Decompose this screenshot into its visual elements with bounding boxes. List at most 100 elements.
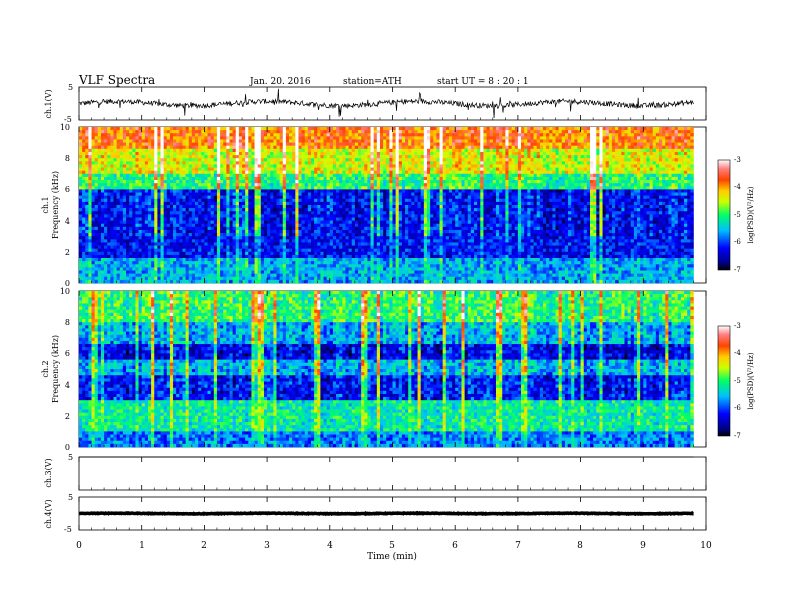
ch1-spectrogram-cell (599, 201, 603, 206)
ch1-spectrogram-cell (677, 158, 682, 162)
ch1-spectrogram-cell (690, 180, 694, 184)
ch1-spectrogram-cell (392, 151, 396, 156)
ch1-spectrogram-cell (107, 136, 111, 140)
ch1-spectrogram-cell (210, 136, 215, 140)
ch1-spectrogram-cell (141, 136, 146, 140)
ch1-spectrogram-cell (213, 198, 218, 203)
ch1-spectrogram-cell (188, 148, 193, 153)
ch1-spectrogram-cell (684, 136, 688, 140)
ch1-spectrogram-cell (320, 198, 324, 203)
ch1-spectrogram-cell (132, 158, 136, 162)
ch1-spectrogram-cell (433, 130, 437, 134)
ch1-spectrogram-cell (113, 198, 117, 203)
ch1-spectrogram-cell (514, 130, 519, 134)
ch1-spectrogram-cell (445, 167, 450, 171)
ch1-spectrogram-cell (630, 167, 635, 171)
ch1-spectrogram-cell (254, 198, 258, 203)
ch1-spectrogram-cell (361, 148, 365, 153)
ch1-spectrogram-cell (85, 148, 89, 153)
ch1-spectrogram-cell (285, 164, 290, 168)
ch1-spectrogram-cell (91, 176, 95, 181)
ch1-spectrogram-cell (201, 136, 205, 140)
ch1-spectrogram-cell (665, 142, 669, 147)
ch1-spectrogram-cell (176, 127, 180, 131)
ch1-spectrogram-cell (611, 130, 616, 134)
ch1-spectrogram-cell (138, 155, 142, 159)
ch1-spectrogram-cell (564, 183, 569, 187)
ch1-spectrogram-cell (502, 136, 506, 140)
ch1-spectrogram-cell (605, 161, 610, 165)
ch1-spectrogram-cell (267, 139, 271, 143)
ch1-spectrogram-cell (138, 133, 142, 137)
ch1-spectrogram-cell (100, 183, 105, 187)
ch1-spectrogram-cell (571, 127, 575, 131)
ch1-spectrogram-cell (251, 205, 255, 209)
ch1-spectrogram-cell (624, 151, 628, 156)
ch1-spectrogram-cell (549, 189, 553, 193)
ch1-spectrogram-cell (282, 127, 287, 131)
ch1-spectrogram-cell (555, 148, 559, 153)
ch1-spectrogram-cell (417, 142, 422, 147)
ch1-spectrogram-cell (611, 195, 616, 200)
ch1-spectrogram-cell (445, 145, 450, 150)
ch1-spectrogram-cell (144, 158, 149, 162)
ch1-spectrogram-cell (420, 176, 425, 181)
ch1-spectrogram-cell (332, 145, 337, 150)
ch1-spectrogram-cell (527, 127, 531, 131)
ch1-spectrogram-cell (100, 192, 105, 196)
ch1-spectrogram-cell (677, 173, 682, 178)
ch1-spectrogram-cell (386, 180, 390, 184)
ch1-spectrogram-cell (160, 183, 164, 187)
ch1-spectrogram-cell (542, 198, 547, 203)
ch1-spectrogram-cell (107, 130, 111, 134)
ch1-spectrogram-cell (260, 127, 265, 131)
ch1-spectrogram-cell (495, 151, 500, 156)
ch1-spectrogram-cell (684, 127, 688, 131)
ch1-spectrogram-cell (195, 139, 199, 143)
ch1-spectrogram-cell (542, 180, 547, 184)
ch1-spectrogram-cell (474, 164, 478, 168)
ch1-spectrogram-cell (188, 180, 193, 184)
ch1-spectrogram-cell (367, 127, 371, 131)
ch1-spectrogram-cell (527, 148, 531, 153)
ch1-spectrogram-cell (417, 189, 422, 193)
ch1-spectrogram-cell (687, 133, 691, 137)
ch1-spectrogram-cell (414, 201, 418, 206)
ch1-spectrogram-cell (445, 195, 450, 200)
ch1-spectrogram-cell (574, 173, 578, 178)
ch1-spectrogram-cell (558, 136, 563, 140)
ch1-spectrogram-cell (204, 142, 208, 147)
ch1-spectrogram-cell (97, 133, 102, 137)
ch1-spectrogram-cell (611, 183, 616, 187)
ch1-spectrogram-cell (561, 127, 566, 131)
ch1-spectrogram-cell (273, 145, 277, 150)
ch1-spectrogram-cell (210, 176, 215, 181)
ch1-spectrogram-cell (546, 139, 550, 143)
ch1-spectrogram-cell (342, 176, 346, 181)
ch1-spectrogram-cell (354, 201, 359, 206)
ch1-spectrogram-cell (420, 183, 425, 187)
ch1-spectrogram-cell (530, 173, 534, 178)
ch1-spectrogram-cell (370, 139, 374, 143)
ch1-spectrogram-cell (169, 161, 174, 165)
ch1-spectrogram-cell (684, 195, 688, 200)
ch1-spectrogram-cell (232, 198, 237, 203)
ch1-spectrogram-cell (508, 186, 512, 190)
ch1-spectrogram-cell (455, 139, 459, 143)
ch1-spectrogram-cell (285, 201, 290, 206)
ch1-spectrogram-cell (483, 201, 487, 206)
ch1-spectrogram-cell (226, 180, 230, 184)
ch1-spectrogram-cell (583, 189, 588, 193)
ch1-spectrogram-cell (238, 136, 243, 140)
ch1-spectrogram-cell (680, 198, 685, 203)
ch1-spectrogram-cell (144, 139, 149, 143)
ch1-spectrogram-cell (618, 139, 622, 143)
ch1-spectrogram-cell (195, 145, 199, 150)
ch1-spectrogram-cell (577, 130, 581, 134)
ch1-spectrogram-cell (320, 161, 324, 165)
ch1-spectrogram-cell (213, 183, 218, 187)
ch1-spectrogram-cell (608, 136, 613, 140)
ch1-spectrogram-cell (552, 192, 556, 196)
ch1-spectrogram-cell (677, 127, 682, 131)
ch1-spectrogram-cell (455, 142, 459, 147)
